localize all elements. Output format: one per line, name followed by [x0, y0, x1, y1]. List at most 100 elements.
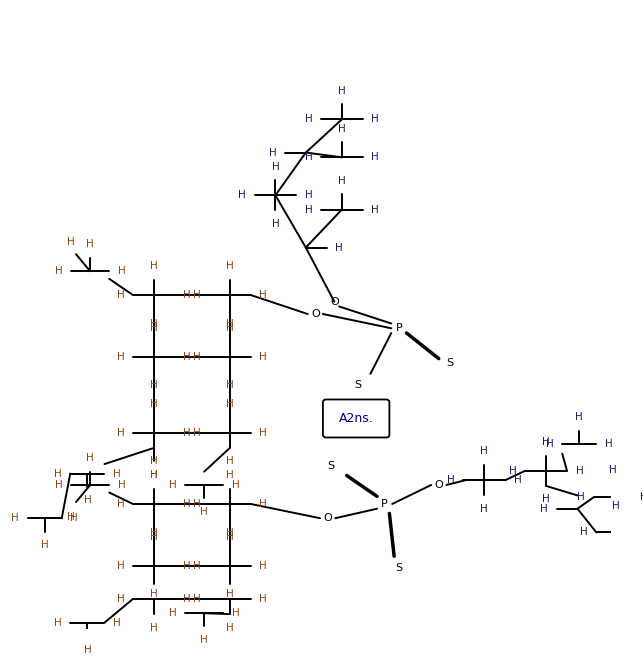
Text: H: H: [271, 219, 279, 229]
Text: H: H: [546, 439, 554, 449]
Text: H: H: [116, 499, 124, 509]
Text: H: H: [118, 480, 125, 490]
Text: H: H: [575, 413, 583, 422]
Text: H: H: [150, 261, 158, 271]
Text: H: H: [305, 191, 312, 200]
Text: H: H: [259, 560, 267, 571]
Text: H: H: [226, 528, 233, 537]
Text: H: H: [372, 114, 379, 124]
Text: H: H: [201, 507, 208, 517]
Text: H: H: [84, 645, 91, 654]
Text: H: H: [70, 513, 78, 523]
Text: H: H: [540, 504, 548, 514]
Text: H: H: [183, 594, 191, 604]
Text: H: H: [68, 512, 75, 522]
Text: H: H: [150, 470, 158, 480]
Text: H: H: [183, 351, 191, 362]
Text: H: H: [269, 148, 276, 158]
Text: H: H: [231, 480, 239, 490]
Text: H: H: [193, 499, 201, 509]
Text: O: O: [311, 309, 320, 319]
FancyBboxPatch shape: [323, 399, 390, 438]
Text: H: H: [41, 540, 48, 550]
Text: H: H: [611, 501, 619, 510]
Text: H: H: [231, 608, 239, 618]
Text: H: H: [226, 319, 233, 328]
Text: H: H: [226, 399, 233, 409]
Text: H: H: [226, 457, 233, 466]
Text: H: H: [55, 266, 62, 277]
Text: H: H: [305, 204, 312, 215]
Text: H: H: [150, 399, 158, 409]
Text: H: H: [226, 589, 233, 599]
Text: H: H: [372, 204, 379, 215]
Text: H: H: [542, 437, 550, 447]
Text: H: H: [84, 495, 91, 505]
Text: H: H: [226, 323, 233, 333]
Text: H: H: [338, 124, 346, 133]
Text: H: H: [338, 85, 346, 95]
Text: H: H: [238, 191, 246, 200]
Text: H: H: [259, 594, 267, 604]
Text: H: H: [150, 470, 158, 480]
Text: H: H: [116, 290, 124, 300]
Text: H: H: [480, 504, 488, 514]
Text: H: H: [116, 428, 124, 438]
Text: H: H: [150, 319, 158, 328]
Text: H: H: [335, 242, 343, 252]
Text: H: H: [605, 439, 613, 449]
Text: H: H: [55, 480, 62, 490]
Text: H: H: [169, 608, 177, 618]
Text: H: H: [577, 492, 585, 503]
Text: P: P: [395, 323, 403, 333]
Text: H: H: [116, 351, 124, 362]
Text: H: H: [201, 635, 208, 645]
Text: H: H: [183, 428, 191, 438]
Text: H: H: [150, 457, 158, 466]
Text: H: H: [640, 492, 643, 503]
Text: H: H: [116, 594, 124, 604]
Text: H: H: [514, 475, 521, 486]
Text: H: H: [226, 532, 233, 542]
Text: H: H: [150, 532, 158, 542]
Text: H: H: [113, 468, 121, 478]
Text: H: H: [338, 176, 346, 186]
Text: H: H: [259, 290, 267, 300]
Text: H: H: [259, 499, 267, 509]
Text: H: H: [226, 261, 233, 271]
Text: H: H: [271, 162, 279, 171]
Text: H: H: [305, 152, 312, 162]
Text: H: H: [54, 618, 62, 627]
Text: H: H: [150, 528, 158, 537]
Text: H: H: [11, 513, 19, 523]
Text: H: H: [86, 239, 94, 250]
Text: H: H: [150, 380, 158, 390]
Text: H: H: [169, 480, 177, 490]
Text: H: H: [150, 589, 158, 599]
Text: H: H: [193, 560, 201, 571]
Text: H: H: [580, 528, 588, 537]
Text: O: O: [435, 480, 443, 490]
Text: S: S: [354, 380, 361, 390]
Text: H: H: [150, 623, 158, 633]
Text: H: H: [542, 495, 550, 505]
Text: H: H: [183, 290, 191, 300]
Text: S: S: [327, 461, 334, 471]
Text: H: H: [116, 560, 124, 571]
Text: H: H: [609, 465, 617, 476]
Text: H: H: [259, 428, 267, 438]
Text: S: S: [447, 359, 454, 369]
Text: H: H: [480, 447, 488, 457]
Text: H: H: [226, 623, 233, 633]
Text: O: O: [323, 513, 332, 523]
Text: A2ns.: A2ns.: [339, 412, 374, 425]
Text: O: O: [330, 297, 339, 307]
Text: H: H: [193, 351, 201, 362]
Text: H: H: [183, 560, 191, 571]
Text: H: H: [86, 453, 94, 463]
Text: H: H: [54, 468, 62, 478]
Text: H: H: [193, 290, 201, 300]
Text: H: H: [113, 618, 121, 627]
Text: H: H: [575, 466, 583, 476]
Text: H: H: [193, 428, 201, 438]
